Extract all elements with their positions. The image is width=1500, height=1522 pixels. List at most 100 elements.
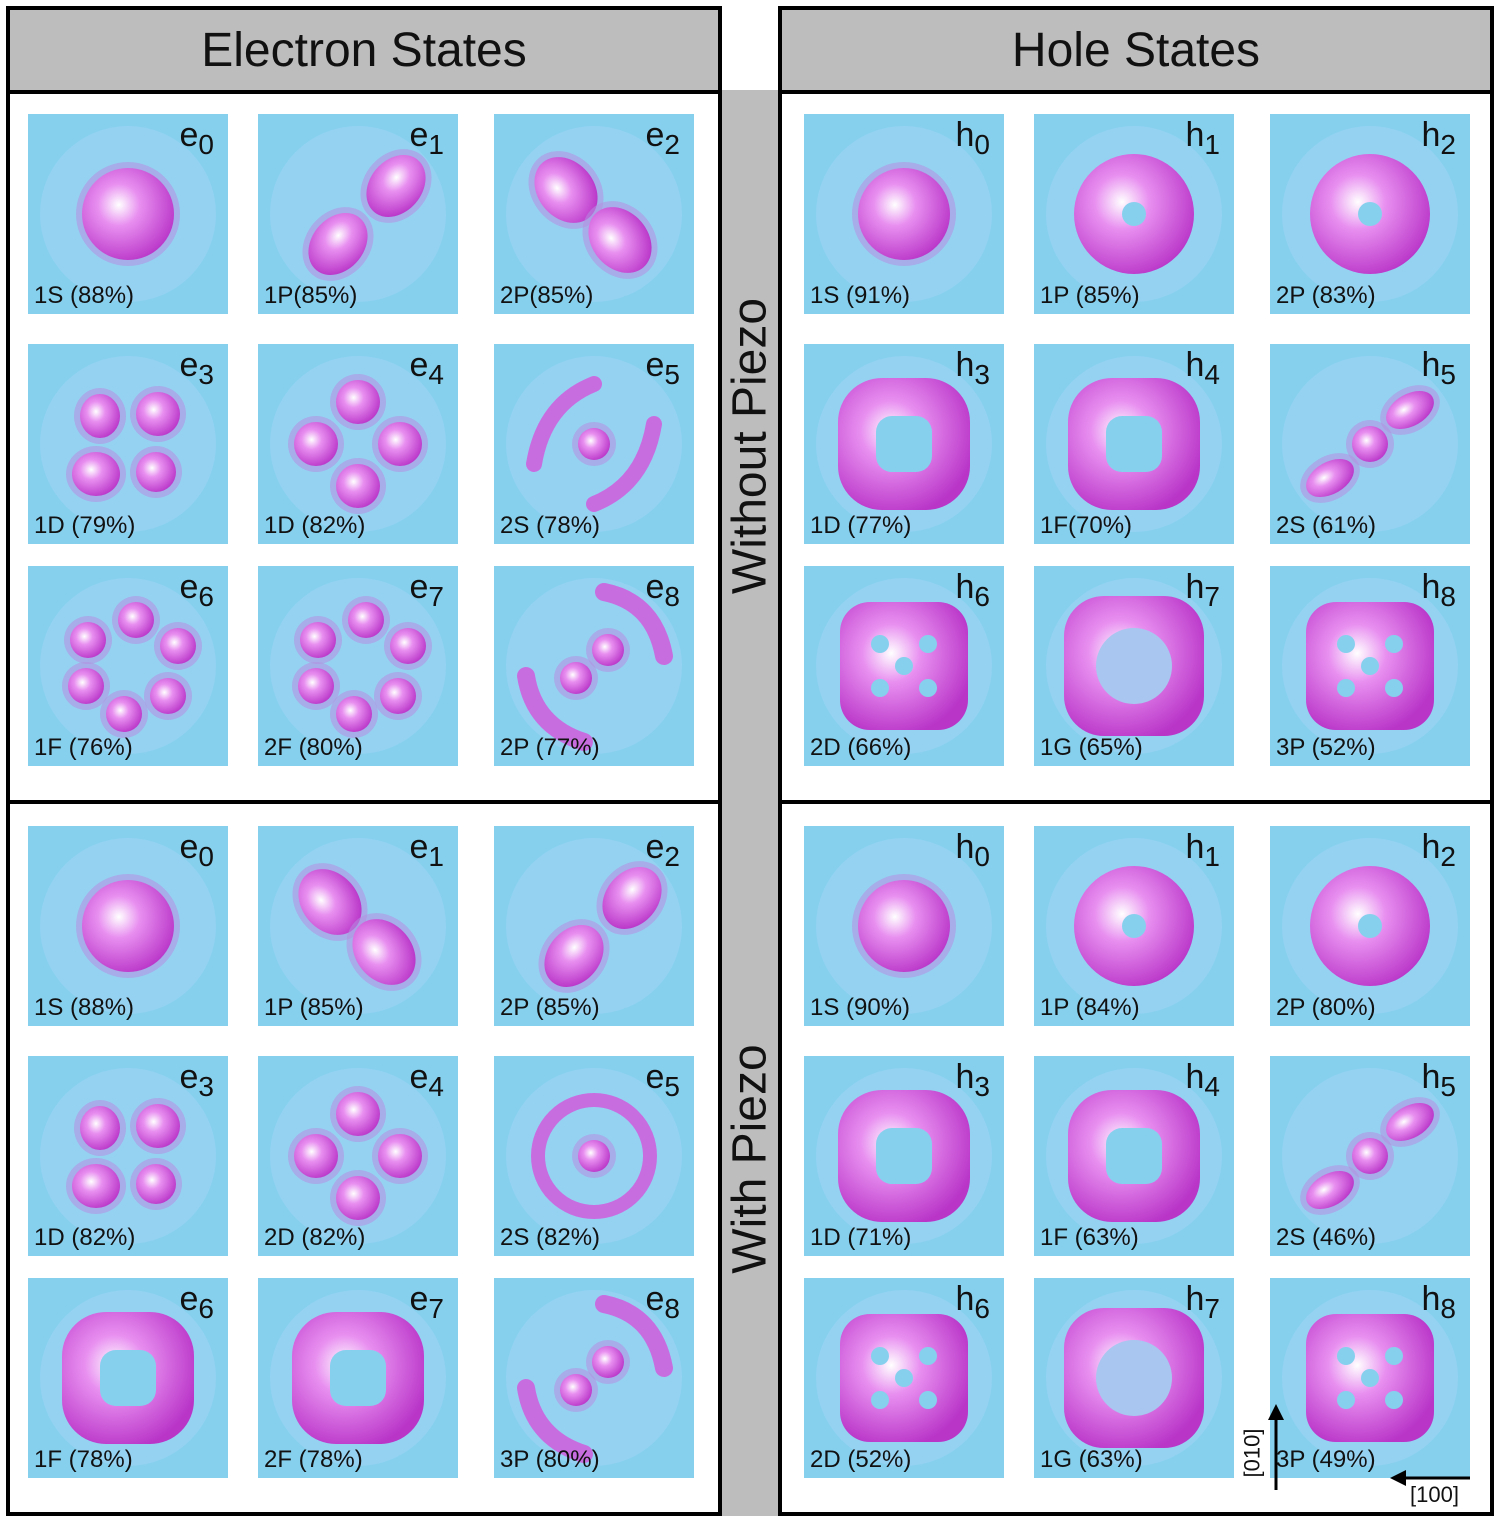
state-index: 6 (974, 581, 990, 612)
wavefunction-plot (1046, 1290, 1222, 1466)
state-tag: e8 (646, 1280, 681, 1325)
panel-electron-without-e1: e1 1P(85%) (258, 114, 458, 314)
panel-electron-with-e7: e7 2F (78%) (258, 1278, 458, 1478)
hole-header: Hole States (782, 10, 1490, 94)
state-tag: e5 (646, 346, 681, 391)
state-tag: e4 (410, 1058, 445, 1103)
row-divider-right (778, 800, 1494, 804)
state-index: 7 (1204, 581, 1220, 612)
state-index: 1 (428, 129, 444, 160)
state-symbol: h (1421, 568, 1441, 606)
state-index: 6 (198, 1293, 214, 1324)
state-index: 1 (428, 841, 444, 872)
state-tag: h6 (956, 1280, 991, 1325)
panel-electron-with-e4: e4 2D (82%) (258, 1056, 458, 1256)
state-label: 3P (80%) (500, 1446, 600, 1473)
state-label: 2S (61%) (1276, 512, 1377, 539)
state-label: 2D (82%) (264, 1224, 366, 1251)
state-symbol: e (645, 116, 665, 154)
state-label: 2D (66%) (810, 734, 912, 761)
state-tag: e3 (180, 346, 215, 391)
wavefunction-plot (1046, 578, 1222, 754)
panel-hole-with-h0: h0 1S (90%) (804, 826, 1004, 1026)
panel-electron-with-e2: e2 2P (85%) (494, 826, 694, 1026)
state-label: 1G (63%) (1040, 1446, 1143, 1473)
state-index: 2 (1440, 841, 1456, 872)
state-label: 2P(85%) (500, 282, 594, 309)
wavefunction-plot (506, 838, 682, 1014)
wavefunction-plot (1282, 356, 1458, 532)
axis-x-label: [100] (1410, 1482, 1459, 1507)
state-tag: e1 (410, 828, 445, 873)
state-tag: e0 (180, 828, 215, 873)
wavefunction-plot (1046, 356, 1222, 532)
state-symbol: e (409, 346, 429, 384)
state-index: 7 (428, 1293, 444, 1324)
wavefunction-plot (816, 578, 992, 754)
state-label: 1F(70%) (1040, 512, 1133, 539)
wavefunction-plot (270, 1290, 446, 1466)
state-index: 8 (664, 581, 680, 612)
state-index: 0 (974, 129, 990, 160)
state-label: 1F (76%) (34, 734, 133, 761)
state-tag: e7 (410, 568, 445, 613)
state-symbol: h (1185, 1058, 1205, 1096)
wavefunction-plot (506, 126, 682, 302)
state-tag: h1 (1186, 116, 1221, 161)
wavefunction-plot (506, 1290, 682, 1466)
state-label: 2P (85%) (500, 994, 600, 1021)
state-label: 1F (78%) (34, 1446, 133, 1473)
with-piezo-bar: With Piezo (718, 802, 782, 1516)
state-index: 4 (428, 1071, 444, 1102)
state-label: 1D (71%) (810, 1224, 912, 1251)
state-index: 3 (974, 359, 990, 390)
state-symbol: e (409, 828, 429, 866)
panel-electron-without-e8: e8 2P (77%) (494, 566, 694, 766)
wavefunction-plot (270, 838, 446, 1014)
state-index: 5 (1440, 1071, 1456, 1102)
state-tag: h5 (1422, 346, 1457, 391)
wavefunction-plot (506, 356, 682, 532)
state-symbol: e (179, 1280, 199, 1318)
state-symbol: h (1421, 1058, 1441, 1096)
state-label: 1S (91%) (810, 282, 911, 309)
panel-electron-without-e3: e3 1D (79%) (28, 344, 228, 544)
panel-electron-without-e5: e5 2S (78%) (494, 344, 694, 544)
panel-electron-without-e2: e2 2P(85%) (494, 114, 694, 314)
state-symbol: e (179, 828, 199, 866)
state-index: 2 (664, 841, 680, 872)
state-symbol: h (1185, 116, 1205, 154)
state-index: 6 (974, 1293, 990, 1324)
panel-hole-with-h3: h3 1D (71%) (804, 1056, 1004, 1256)
state-tag: e2 (646, 828, 681, 873)
panel-electron-without-e6: e6 1F (76%) (28, 566, 228, 766)
panel-hole-with-h2: h2 2P (80%) (1270, 826, 1470, 1026)
state-tag: h8 (1422, 1280, 1457, 1325)
state-index: 2 (1440, 129, 1456, 160)
state-tag: h7 (1186, 1280, 1221, 1325)
axis-indicator (1268, 1404, 1470, 1490)
state-label: 1D (82%) (34, 1224, 136, 1251)
state-index: 3 (198, 359, 214, 390)
state-tag: h3 (956, 346, 991, 391)
state-symbol: e (645, 828, 665, 866)
state-label: 2S (46%) (1276, 1224, 1377, 1251)
wavefunction-plot (1282, 578, 1458, 754)
wavefunction-plot (506, 578, 682, 754)
panel-electron-with-e0: e0 1S (88%) (28, 826, 228, 1026)
panel-electron-with-e5: e5 2S (82%) (494, 1056, 694, 1256)
state-tag: h4 (1186, 1058, 1221, 1103)
state-symbol: h (1185, 568, 1205, 606)
state-symbol: e (409, 116, 429, 154)
state-tag: e2 (646, 116, 681, 161)
wavefunction-plot (816, 1068, 992, 1244)
state-tag: h2 (1422, 116, 1457, 161)
state-symbol: e (645, 346, 665, 384)
state-label: 1P(85%) (264, 282, 358, 309)
state-label: 2F (78%) (264, 1446, 363, 1473)
without-piezo-bar: Without Piezo (718, 90, 782, 802)
state-label: 1D (77%) (810, 512, 912, 539)
panel-hole-without-h1: h1 1P (85%) (1034, 114, 1234, 314)
axis-y-label: [010] (1239, 1428, 1265, 1478)
